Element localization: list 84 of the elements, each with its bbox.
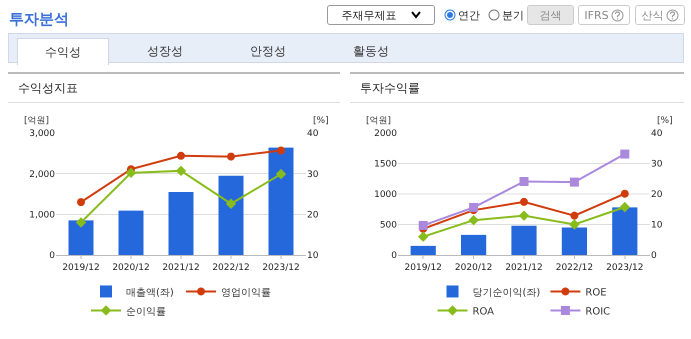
bar: [410, 246, 436, 255]
legend-label: ROIC: [585, 306, 610, 318]
text: 성장성: [146, 42, 184, 60]
legend-label: ROE: [585, 287, 607, 298]
legend-label: 영업이익률: [221, 287, 271, 298]
point: [418, 220, 428, 230]
x-tick-label: 2022/12: [556, 262, 594, 273]
point: [226, 198, 236, 209]
text: 산식: [642, 8, 664, 22]
text: 분기: [502, 8, 524, 22]
y2-tick-label: 40: [307, 129, 319, 140]
point: [620, 190, 629, 198]
y-tick-label: 0: [49, 251, 56, 262]
text: 수익성: [17, 38, 109, 65]
y-axis-title: [억원]: [24, 116, 50, 126]
y-tick-label: 3,000: [29, 129, 56, 140]
point: [520, 198, 528, 206]
text: 검색: [540, 8, 562, 22]
y-tick-label: 2,000: [29, 170, 56, 180]
point: [276, 168, 286, 180]
x-tick-label: 2022/12: [212, 262, 250, 273]
point: [468, 215, 479, 226]
point: [177, 152, 185, 160]
text: 연간: [458, 8, 480, 22]
x-tick-label: 2023/12: [606, 262, 644, 273]
x-tick-label: 2021/12: [505, 262, 543, 273]
point: [569, 219, 580, 230]
y-tick-label: 1,000: [29, 210, 56, 220]
x-tick-label: 2021/12: [162, 262, 200, 273]
x-tick-label: 2023/12: [262, 262, 300, 273]
point: [126, 168, 136, 178]
y2-tick-label: 20: [651, 190, 663, 200]
text: 안정성: [249, 42, 287, 60]
legend-label: 매출액(좌): [126, 287, 174, 298]
y2-tick-label: 30: [307, 170, 319, 180]
y2-tick-label: 30: [651, 160, 663, 170]
text: 투자분석: [9, 10, 69, 29]
point: [620, 202, 630, 212]
point: [227, 152, 235, 161]
y-axis-title: [억원]: [366, 116, 392, 126]
legend-label: 순이익률: [126, 306, 166, 318]
legend-label: 당기순이익(좌): [472, 287, 540, 298]
point: [76, 217, 86, 228]
y-tick-label: 1500: [374, 160, 398, 170]
y-tick-label: 1000: [374, 190, 398, 200]
y2-axis-title: [%]: [313, 116, 329, 126]
point: [570, 212, 578, 220]
point: [570, 178, 579, 187]
x-tick-label: 2019/12: [404, 262, 442, 273]
text: 활동성: [352, 42, 390, 60]
point: [520, 177, 528, 186]
bar: [461, 234, 486, 255]
x-tick-label: 2020/12: [454, 262, 492, 273]
point: [277, 146, 285, 154]
bar: [118, 210, 144, 255]
point: [176, 166, 186, 176]
y-tick-label: 2000: [374, 129, 398, 140]
bar: [562, 228, 587, 255]
y-tick-label: 500: [380, 220, 398, 231]
chart-title: 투자수익률: [350, 74, 684, 103]
y2-axis-title: [%]: [657, 116, 673, 126]
bar: [68, 220, 94, 255]
y2-tick-label: 0: [651, 251, 657, 262]
point: [77, 198, 85, 206]
y2-tick-label: 10: [651, 220, 663, 231]
text: 주재무제표: [342, 8, 396, 22]
point: [469, 202, 478, 212]
point: [518, 210, 530, 221]
y2-tick-label: 40: [651, 129, 663, 140]
point: [418, 232, 428, 242]
legend-label: ROA: [472, 306, 494, 318]
bar: [268, 148, 294, 255]
y2-tick-label: 20: [307, 210, 319, 220]
bar: [511, 226, 537, 255]
y2-tick-label: 10: [307, 251, 319, 262]
chart-title: 수익성지표: [8, 74, 340, 103]
bar: [612, 207, 638, 255]
x-tick-label: 2019/12: [62, 262, 100, 273]
point: [620, 150, 630, 159]
bar: [168, 192, 194, 255]
y-tick-label: 0: [391, 251, 398, 262]
bar: [218, 176, 244, 255]
text: IFRS: [584, 8, 609, 22]
x-tick-label: 2020/12: [112, 262, 150, 273]
